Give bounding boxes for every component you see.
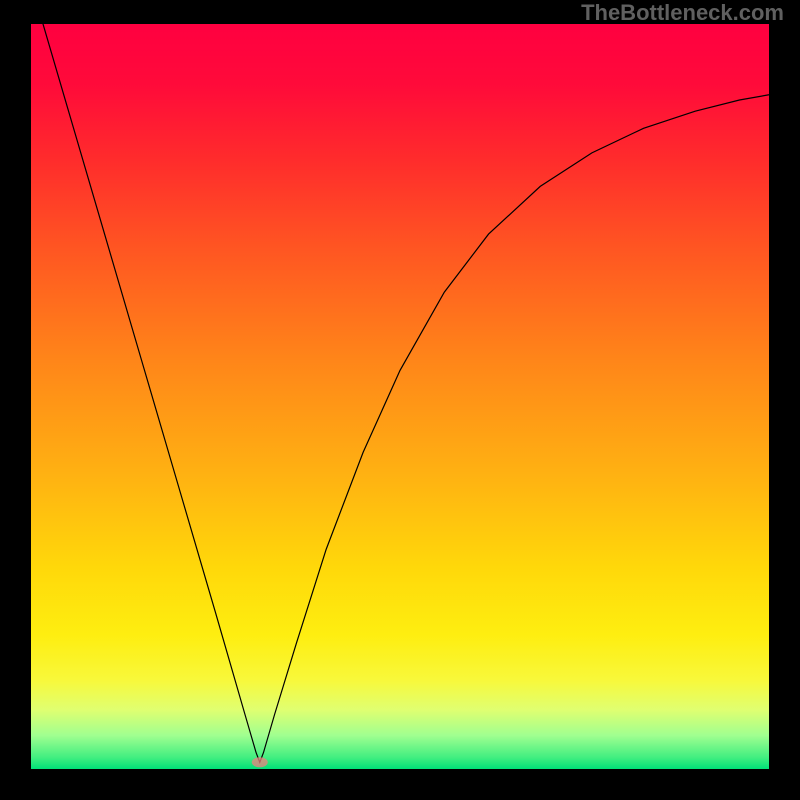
vertex-marker [252, 757, 268, 767]
chart-svg [31, 24, 769, 769]
gradient-background [31, 24, 769, 769]
watermark-text: TheBottleneck.com [581, 0, 784, 26]
plot-area [31, 24, 769, 769]
